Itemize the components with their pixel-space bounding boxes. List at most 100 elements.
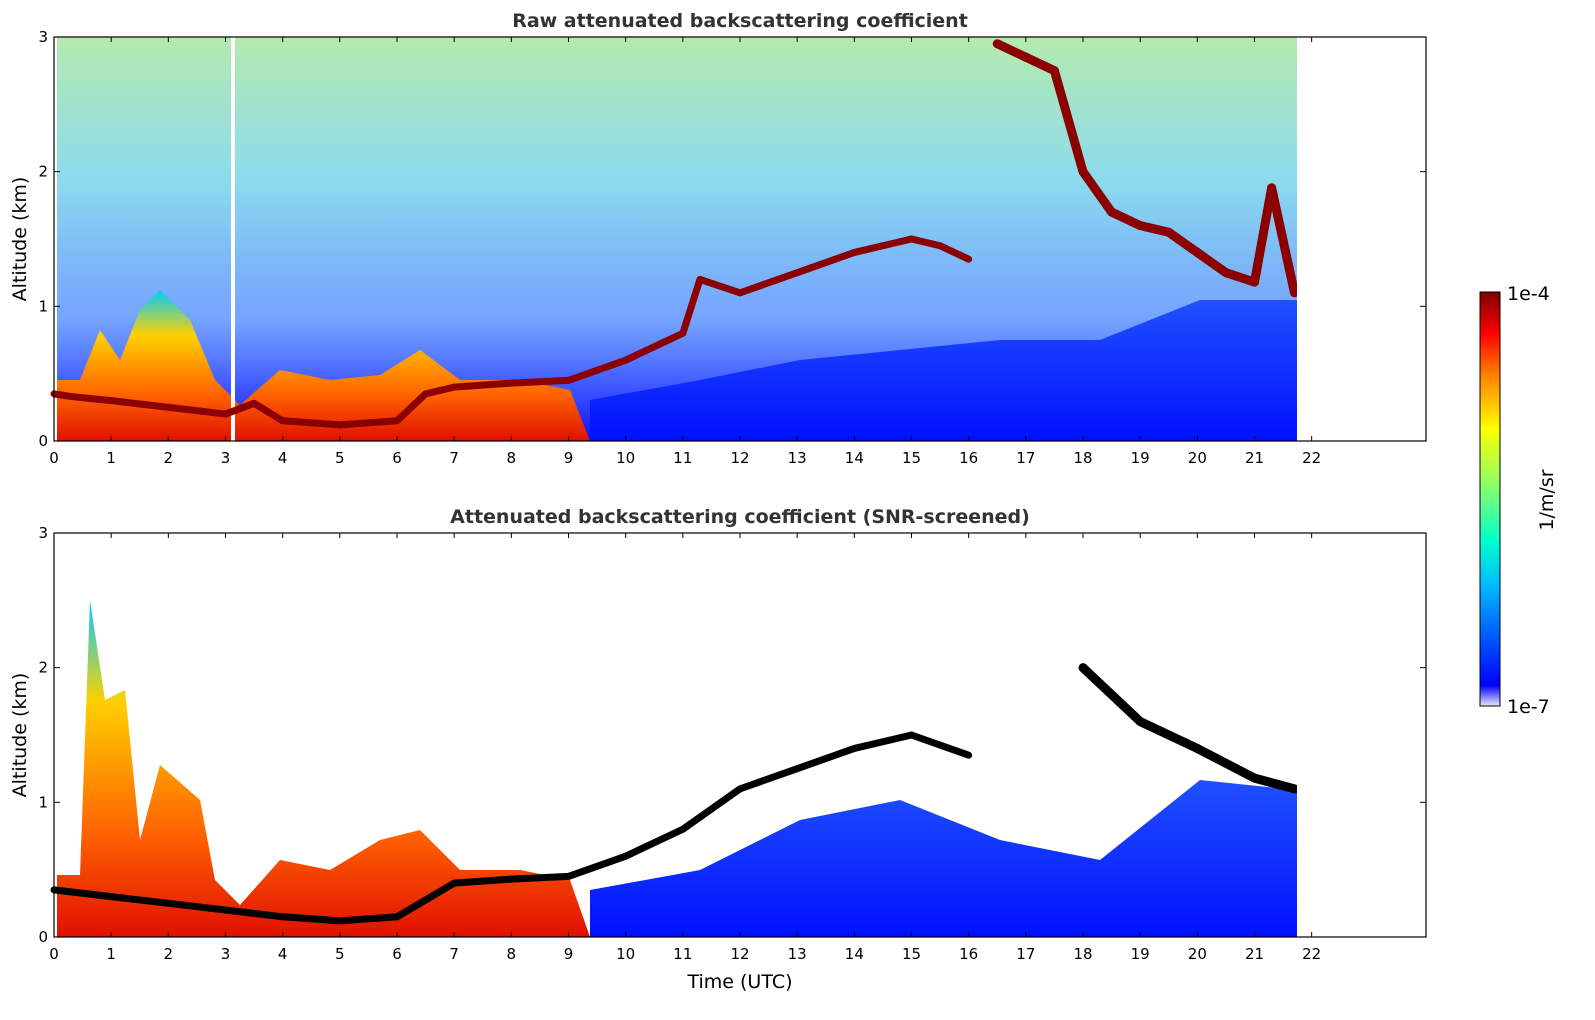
raw-backscatter-panel: Raw attenuated backscattering coefficien…: [9, 10, 1427, 467]
cloud-segment: [1192, 743, 1259, 783]
x-tick-label: 22: [1302, 945, 1321, 963]
x-tick-label: 7: [449, 449, 459, 467]
layer-top-segment: [507, 376, 572, 387]
cloud-segment: [1192, 247, 1231, 278]
heatmap-image: [50, 37, 1425, 441]
x-tick-label: 17: [1016, 945, 1035, 963]
layer-top-segment: [679, 275, 704, 337]
layer-top-segment: [393, 879, 458, 921]
x-tick-label: 3: [221, 449, 231, 467]
data-gap: [231, 37, 235, 441]
x-tick-label: 9: [564, 449, 574, 467]
layer-top-segment: [936, 242, 973, 263]
y-axis: 0 1 2 3: [38, 28, 1426, 450]
x-tick-label: 0: [49, 945, 59, 963]
layer-top-segment: [793, 744, 858, 773]
x-tick-label: 14: [845, 945, 864, 963]
layer-top-segment: [107, 893, 172, 907]
y-tick-label: 1: [38, 793, 48, 811]
x-tick-label: 16: [959, 945, 978, 963]
colorbar-max-label: 1e-4: [1507, 283, 1550, 305]
cloud-segment: [1135, 717, 1202, 753]
layer-top-segment: [450, 875, 515, 887]
layer-top-segment: [164, 403, 229, 418]
x-tick-label: 8: [507, 449, 517, 467]
x-tick-label: 1: [106, 449, 116, 467]
cloud-segment: [1049, 66, 1088, 177]
x-tick-label: 5: [335, 945, 345, 963]
layer-top-segment: [696, 275, 744, 297]
x-tick-label: 2: [164, 449, 174, 467]
x-tick-label: 7: [449, 945, 459, 963]
x-tick-label: 2: [164, 945, 174, 963]
boundary-layer-region: [57, 600, 590, 937]
colorbar-label: 1/m/sr: [1536, 469, 1558, 530]
x-tick-label: 10: [616, 945, 635, 963]
y-tick-label: 0: [38, 928, 48, 946]
layer-top-segment: [450, 379, 515, 391]
x-tick-label: 16: [959, 449, 978, 467]
x-tick-label: 21: [1245, 449, 1264, 467]
cloud-segment: [1164, 227, 1202, 257]
x-tick-label: 12: [730, 945, 749, 963]
layer-top-segment: [622, 329, 687, 364]
x-tick-label: 11: [673, 449, 692, 467]
layer-top-segment: [908, 731, 973, 759]
x-tick-label: 20: [1188, 449, 1207, 467]
layer-top-segment: [565, 852, 630, 880]
cloud-segment: [1250, 773, 1300, 794]
x-tick-label: 13: [788, 945, 807, 963]
x-tick-label: 10: [616, 449, 635, 467]
cloud-segment: [1267, 183, 1300, 298]
x-tick-label: 13: [788, 449, 807, 467]
y-axis-label: Altitude (km): [9, 673, 31, 798]
aerosol-layer-top: [50, 235, 973, 429]
layer-top-segment: [422, 383, 458, 398]
x-axis: 0 1 2 3 4 5 6 7 8 9 10 11 12 13 14 15 16 17 18 19 20 21 22: [49, 37, 1321, 467]
x-tick-label: 1: [106, 945, 116, 963]
layer-top-segment: [736, 765, 801, 793]
snr-screened-panel: Attenuated backscattering coefficient (S…: [9, 506, 1427, 993]
y-tick-label: 1: [38, 297, 48, 315]
layer-top-segment: [908, 235, 944, 250]
layer-top-segment: [250, 399, 287, 425]
x-tick-label: 6: [392, 945, 402, 963]
colorbar-min-label: 1e-7: [1507, 696, 1550, 718]
layer-top-segment: [507, 872, 572, 883]
cloud-segment: [992, 39, 1031, 62]
x-tick-label: 0: [49, 449, 59, 467]
layer-top-segment: [279, 913, 344, 925]
x-tick-label: 11: [673, 945, 692, 963]
layer-top-segment: [336, 417, 401, 429]
cloud-segment: [1221, 268, 1259, 287]
low-level-blue-region: [590, 780, 1297, 937]
layer-top-segment: [565, 356, 630, 384]
x-tick-label: 15: [902, 449, 921, 467]
y-axis: 0 1 2 3: [38, 524, 1426, 946]
layer-top-segment: [622, 825, 687, 860]
x-tick-label: 9: [564, 945, 574, 963]
x-tick-label: 17: [1016, 449, 1035, 467]
layer-top-segment: [50, 886, 115, 901]
heatmap-image: [50, 533, 1425, 937]
x-tick-label: 18: [1073, 945, 1092, 963]
y-tick-label: 3: [38, 28, 48, 46]
x-tick-label: 21: [1245, 945, 1264, 963]
layer-top-segment: [736, 269, 801, 297]
panel-title: Raw attenuated backscattering coefficien…: [512, 10, 968, 32]
panel-title: Attenuated backscattering coefficient (S…: [450, 506, 1030, 528]
layer-top-segment: [107, 397, 172, 411]
layer-top-segment: [850, 235, 915, 256]
layer-top-segment: [679, 785, 744, 833]
layer-top-segment: [222, 399, 258, 418]
colorbar: 1e-4 1e-7 1/m/sr: [1479, 283, 1558, 718]
y-tick-label: 3: [38, 524, 48, 542]
x-tick-label: 8: [507, 945, 517, 963]
x-tick-label: 19: [1131, 945, 1150, 963]
x-axis-label: Time (UTC): [686, 971, 792, 993]
cloud-layer: [992, 39, 1300, 298]
cloud-segment: [1135, 221, 1174, 237]
cloud-layer: [1078, 663, 1300, 794]
x-tick-label: 3: [221, 945, 231, 963]
x-tick-label: 4: [278, 945, 288, 963]
